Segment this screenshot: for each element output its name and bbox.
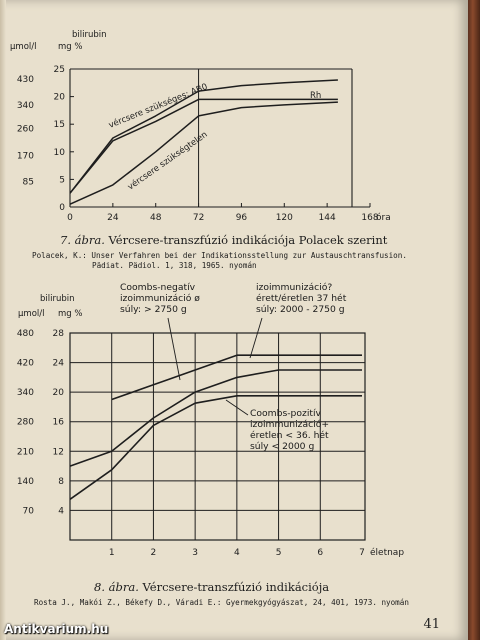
x-tick-label: 72 [193, 213, 204, 223]
page-number: 41 [423, 617, 440, 632]
x-tick-label: 2 [151, 548, 157, 558]
x-tick-label: 1 [109, 548, 115, 558]
x-tick-label: 144 [319, 213, 336, 223]
series-line-3 [69, 101, 338, 205]
x-tick-label: 5 [276, 548, 282, 558]
x-tick-label: 120 [276, 213, 293, 223]
y-tick-label-umol: 70 [23, 506, 35, 516]
fig7-title: Vércsere-transzfúzió indikációja Polacek… [108, 233, 388, 247]
y-tick-label-mg: 20 [53, 388, 65, 398]
fig7-caption: 7. ábra. Vércsere-transzfúzió indikációj… [60, 233, 387, 247]
fig8-ref-line1: Rosta J., Makói Z., Békefy D., Váradi E.… [34, 598, 409, 607]
ann1-line3: súly: > 2750 g [120, 304, 187, 315]
watermark: Antikvarium.hu [4, 622, 109, 636]
x-tick-label: 24 [107, 213, 119, 223]
x-tick-label: 168 [361, 213, 378, 223]
book-cover-edge [468, 0, 480, 640]
annotation-leader-2 [249, 317, 263, 359]
y-tick-label-umol: 140 [17, 477, 34, 487]
page-left-strip [0, 0, 6, 640]
y-tick-label-mg: 10 [54, 148, 66, 158]
fig8-number: 8. ábra. [94, 580, 139, 594]
ann3-line4: súly < 2000 g [250, 441, 315, 452]
y-tick-label-umol: 210 [17, 447, 34, 457]
y-tick-label-umol: 170 [17, 152, 34, 162]
series-line-2 [69, 369, 362, 467]
x-tick-label: 3 [192, 548, 198, 558]
x-tick-label: 0 [67, 213, 73, 223]
y-tick-label-mg: 0 [59, 203, 65, 213]
y-tick-label-umol: 480 [17, 329, 34, 339]
y-tick-label-mg: 28 [53, 329, 65, 339]
y-tick-label-umol: 340 [17, 101, 34, 111]
y-tick-label-mg: 12 [53, 447, 64, 457]
fig7-ref-line2: Pädiat. Pädiol. 1, 318, 1965. nyomán [92, 261, 257, 270]
series-line-3 [69, 394, 362, 500]
annotation-coombs-positive: Coombs-pozitív izoimmunizáció+ éretlen <… [250, 408, 329, 452]
x-unit-label: életnap [370, 547, 404, 558]
series-label-rh: Rh [310, 91, 321, 101]
ann2-line1: izoimmunizáció? [256, 282, 333, 293]
ann3-line3: éretlen < 36. hét [250, 430, 329, 441]
series-line-1 [69, 79, 338, 194]
y-tick-label-mg: 16 [53, 418, 65, 428]
y-tick-label-umol: 340 [17, 388, 34, 398]
chart2-unit-right: mg % [58, 309, 83, 319]
y-tick-label-umol: 420 [17, 359, 34, 369]
y-tick-label-mg: 24 [53, 359, 65, 369]
chart2-unit-top: bilirubin [40, 294, 75, 304]
series-line-2 [69, 98, 338, 194]
x-tick-label: 48 [150, 213, 162, 223]
x-tick-label: 6 [317, 548, 323, 558]
y-tick-label-mg: 8 [58, 477, 64, 487]
ann3-line1: Coombs-pozitív [250, 408, 321, 419]
fig7-ref-line1: Polacek, K.: Unser Verfahren bei der Ind… [32, 251, 407, 260]
y-tick-label-umol: 430 [17, 75, 34, 85]
x-unit-label: óra [376, 212, 391, 223]
fig7-number: 7. ábra. [60, 233, 105, 247]
y-tick-label-mg: 20 [54, 93, 66, 103]
book-page [0, 0, 468, 640]
y-tick-label-umol: 85 [23, 178, 34, 188]
y-tick-label-mg: 5 [59, 175, 65, 185]
annotation-coombs-negative: Coombs-negatív izoimmunizáció ø súly: > … [120, 282, 200, 315]
x-tick-label: 96 [236, 213, 248, 223]
y-tick-label-mg: 4 [58, 506, 64, 516]
annotation-leader-1 [167, 317, 181, 381]
x-tick-label: 7 [359, 548, 365, 558]
series-line-1 [111, 354, 362, 401]
ann1-line2: izoimmunizáció ø [120, 293, 200, 304]
y-tick-label-umol: 280 [17, 418, 34, 428]
chart1-unit-left: µmol/l [10, 42, 37, 52]
annotation-izoimmunizacio: izoimmunizáció? érett/éretlen 37 hét súl… [256, 282, 346, 315]
y-tick-label-umol: 260 [17, 125, 34, 135]
chart1-unit-top: bilirubin [72, 30, 107, 40]
ann2-line3: súly: 2000 - 2750 g [256, 304, 345, 315]
ann3-line2: izoimmunizáció+ [250, 419, 330, 430]
chart2-unit-left: µmol/l [18, 309, 45, 319]
ann2-line2: érett/éretlen 37 hét [256, 293, 347, 304]
x-tick-label: 4 [234, 548, 240, 558]
chart1-unit-right: mg % [58, 42, 83, 52]
annotation-leader-3 [225, 399, 249, 416]
ann1-line1: Coombs-negatív [120, 282, 196, 293]
fig8-caption: 8. ábra. Vércsere-transzfúzió indikációj… [94, 580, 329, 594]
fig8-title: Vércsere-transzfúzió indikációja [142, 580, 330, 594]
y-tick-label-mg: 25 [54, 65, 65, 75]
y-tick-label-mg: 15 [54, 120, 65, 130]
